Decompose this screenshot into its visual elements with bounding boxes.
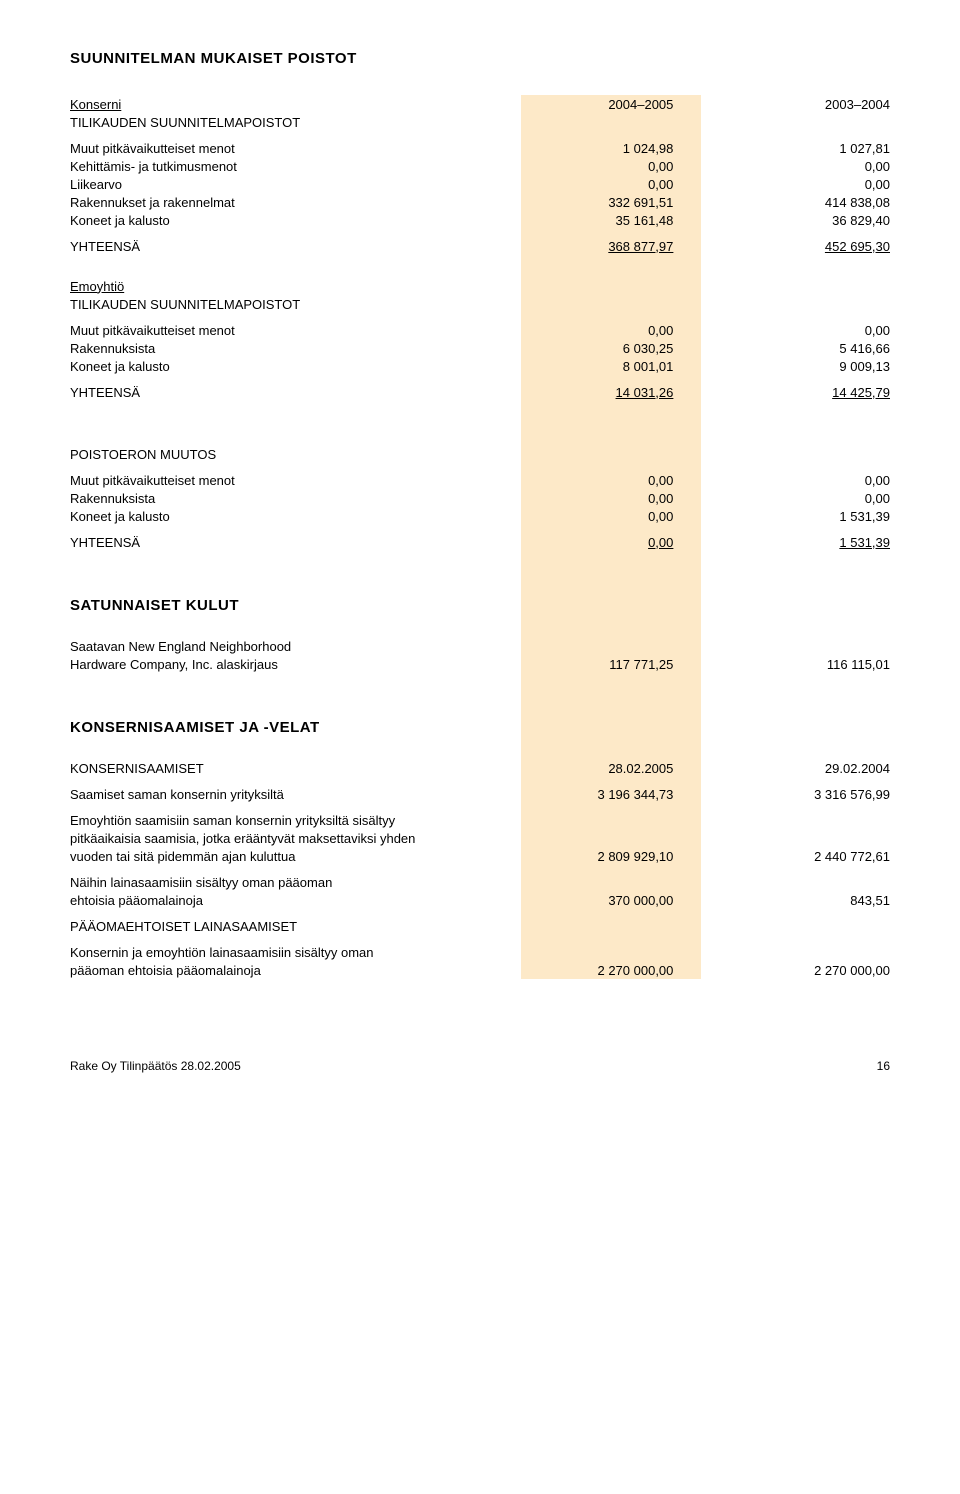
emoyhtion-l2: pitkäaikaisia saamisia, jotka erääntyvät…	[70, 829, 521, 847]
row-label: Muut pitkävaikutteiset menot	[70, 471, 521, 489]
satunnaiset-line2: Hardware Company, Inc. alaskirjaus	[70, 655, 521, 673]
row-value-b: 1 531,39	[701, 507, 890, 525]
naihin-b: 843,51	[701, 891, 890, 909]
total-a: 368 877,97	[608, 239, 673, 254]
row-label: Muut pitkävaikutteiset menot	[70, 139, 521, 157]
row-value-a: 332 691,51	[521, 193, 701, 211]
row-value-a: 0,00	[521, 507, 701, 525]
row-value-b: 1 027,81	[701, 139, 890, 157]
saamiset-a: 3 196 344,73	[521, 785, 701, 803]
row-value-b: 0,00	[701, 321, 890, 339]
paaomaehtoiset-heading: PÄÄOMAEHTOISET LAINASAAMISET	[70, 917, 521, 935]
row-value-a: 35 161,48	[521, 211, 701, 229]
date-a: 28.02.2005	[521, 759, 701, 777]
section-heading-poistot: SUUNNITELMAN MUKAISET POISTOT	[70, 50, 890, 67]
row-value-b: 9 009,13	[701, 357, 890, 375]
footer-left: Rake Oy Tilinpäätös 28.02.2005	[70, 1059, 241, 1073]
emoyhtion-l3: vuoden tai sitä pidemmän ajan kuluttua	[70, 847, 521, 865]
row-label: Koneet ja kalusto	[70, 357, 521, 375]
row-value-a: 0,00	[521, 321, 701, 339]
total-label: YHTEENSÄ	[70, 237, 521, 255]
row-value-b: 36 829,40	[701, 211, 890, 229]
poistoeron-heading: POISTOERON MUUTOS	[70, 445, 521, 463]
konsernin-l2: pääoman ehtoisia pääomalainoja	[70, 961, 521, 979]
row-label: Koneet ja kalusto	[70, 211, 521, 229]
total-b: 452 695,30	[825, 239, 890, 254]
emoyhtion-l1: Emoyhtiön saamisiin saman konsernin yrit…	[70, 811, 521, 829]
row-value-a: 0,00	[521, 489, 701, 507]
row-value-a: 8 001,01	[521, 357, 701, 375]
total-b: 14 425,79	[832, 385, 890, 400]
naihin-l2: ehtoisia pääomalainoja	[70, 891, 521, 909]
tilikauden-suunnitelmapoistot-label: TILIKAUDEN SUUNNITELMAPOISTOT	[70, 113, 521, 131]
emoyhtion-b: 2 440 772,61	[701, 847, 890, 865]
konsernin-b: 2 270 000,00	[701, 961, 890, 979]
row-value-b: 0,00	[701, 489, 890, 507]
row-value-b: 0,00	[701, 471, 890, 489]
row-label: Kehittämis- ja tutkimusmenot	[70, 157, 521, 175]
naihin-l1: Näihin lainasaamisiin sisältyy oman pääo…	[70, 873, 521, 891]
saamiset-label: Saamiset saman konsernin yrityksiltä	[70, 785, 521, 803]
row-value-b: 5 416,66	[701, 339, 890, 357]
total-a: 0,00	[648, 535, 673, 550]
total-label: YHTEENSÄ	[70, 383, 521, 401]
row-label: Rakennukset ja rakennelmat	[70, 193, 521, 211]
total-label: YHTEENSÄ	[70, 533, 521, 551]
emoyhtion-a: 2 809 929,10	[521, 847, 701, 865]
depreciation-table: Konserni 2004–2005 2003–2004 TILIKAUDEN …	[70, 95, 890, 979]
row-value-a: 0,00	[521, 471, 701, 489]
saamiset-b: 3 316 576,99	[701, 785, 890, 803]
row-label: Rakennuksista	[70, 489, 521, 507]
footer-page-number: 16	[877, 1059, 890, 1073]
row-value-a: 0,00	[521, 175, 701, 193]
section-heading-konsernisaamiset: KONSERNISAAMISET JA -VELAT	[70, 719, 521, 736]
konsernisaamiset-header: KONSERNISAAMISET	[70, 759, 521, 777]
total-b: 1 531,39	[839, 535, 890, 550]
row-value-b: 414 838,08	[701, 193, 890, 211]
period-current: 2004–2005	[521, 95, 701, 113]
naihin-a: 370 000,00	[521, 891, 701, 909]
section-heading-satunnaiset: SATUNNAISET KULUT	[70, 597, 521, 614]
period-prev: 2003–2004	[701, 95, 890, 113]
satunnaiset-line1: Saatavan New England Neighborhood	[70, 637, 521, 655]
konsernin-l1: Konsernin ja emoyhtiön lainasaamisiin si…	[70, 943, 521, 961]
satunnaiset-a: 117 771,25	[521, 655, 701, 673]
tilikauden-suunnitelmapoistot-label-2: TILIKAUDEN SUUNNITELMAPOISTOT	[70, 295, 521, 313]
row-value-b: 0,00	[701, 175, 890, 193]
row-value-b: 0,00	[701, 157, 890, 175]
row-label: Rakennuksista	[70, 339, 521, 357]
row-value-a: 6 030,25	[521, 339, 701, 357]
row-label: Muut pitkävaikutteiset menot	[70, 321, 521, 339]
konserni-label: Konserni	[70, 97, 121, 112]
row-value-a: 0,00	[521, 157, 701, 175]
row-label: Koneet ja kalusto	[70, 507, 521, 525]
konsernin-a: 2 270 000,00	[521, 961, 701, 979]
date-b: 29.02.2004	[701, 759, 890, 777]
emoyhtio-label: Emoyhtiö	[70, 279, 124, 294]
row-label: Liikearvo	[70, 175, 521, 193]
satunnaiset-b: 116 115,01	[701, 655, 890, 673]
row-value-a: 1 024,98	[521, 139, 701, 157]
total-a: 14 031,26	[616, 385, 674, 400]
page-footer: Rake Oy Tilinpäätös 28.02.2005 16	[70, 1059, 890, 1073]
